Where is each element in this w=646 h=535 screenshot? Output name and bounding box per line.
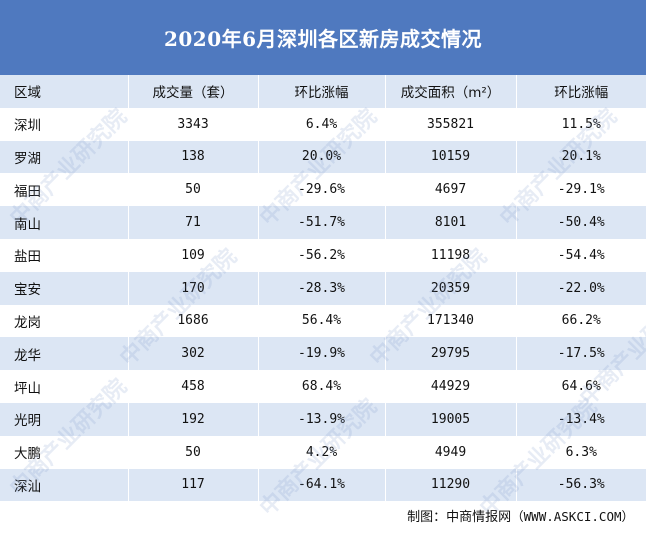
cell-area: 29795 (385, 337, 517, 371)
cell-volume: 109 (128, 238, 259, 272)
cell-area-change: -13.4% (516, 402, 646, 436)
cell-volume: 302 (128, 337, 259, 371)
cell-area-change: 11.5% (516, 107, 646, 141)
cell-volume: 50 (128, 173, 259, 207)
table-row: 大鹏 50 4.2% 4949 6.3% (0, 435, 646, 469)
cell-volume: 170 (128, 271, 259, 305)
cell-volume: 3343 (128, 107, 259, 141)
cell-region: 大鹏 (0, 435, 129, 469)
table-row: 光明 192 -13.9% 19005 -13.4% (0, 402, 646, 436)
source-credit: 制图：中商情报网（WWW.ASKCI.COM） (407, 506, 634, 525)
cell-volume-change: -56.2% (258, 238, 386, 272)
cell-volume-change: 20.0% (258, 140, 386, 174)
column-header-volume-change: 环比涨幅 (258, 75, 386, 108)
cell-area-change: -22.0% (516, 271, 646, 305)
cell-volume-change: -64.1% (258, 468, 386, 502)
header-row: 区域 成交量（套） 环比涨幅 成交面积（m²） 环比涨幅 (0, 75, 646, 108)
cell-area-change: -50.4% (516, 206, 646, 239)
cell-area-change: 20.1% (516, 140, 646, 174)
cell-volume-change: 6.4% (258, 107, 386, 141)
cell-area: 11198 (385, 238, 517, 272)
table-row: 盐田 109 -56.2% 11198 -54.4% (0, 238, 646, 272)
cell-region: 宝安 (0, 271, 129, 305)
data-table: 区域 成交量（套） 环比涨幅 成交面积（m²） 环比涨幅 深圳 3343 6.4% 3… (0, 75, 646, 502)
cell-region: 龙华 (0, 337, 129, 371)
cell-area-change: 6.3% (516, 435, 646, 469)
cell-region: 深圳 (0, 107, 129, 141)
cell-area: 44929 (385, 370, 517, 403)
table-row: 南山 71 -51.7% 8101 -50.4% (0, 206, 646, 239)
cell-region: 龙岗 (0, 304, 129, 338)
cell-region: 罗湖 (0, 140, 129, 174)
column-header-region: 区域 (0, 75, 129, 108)
cell-volume: 1686 (128, 304, 259, 338)
cell-volume: 192 (128, 402, 259, 436)
cell-area-change: 64.6% (516, 370, 646, 403)
cell-area-change: 66.2% (516, 304, 646, 338)
cell-volume: 117 (128, 468, 259, 502)
cell-volume-change: -29.6% (258, 173, 386, 207)
column-header-volume: 成交量（套） (128, 75, 259, 108)
cell-region: 南山 (0, 206, 129, 239)
cell-area: 19005 (385, 402, 517, 436)
cell-area: 11290 (385, 468, 517, 502)
cell-volume-change: -19.9% (258, 337, 386, 371)
table-row: 坪山 458 68.4% 44929 64.6% (0, 370, 646, 403)
cell-volume-change: 56.4% (258, 304, 386, 338)
table-row: 龙华 302 -19.9% 29795 -17.5% (0, 337, 646, 371)
cell-volume-change: 4.2% (258, 435, 386, 469)
cell-volume-change: -28.3% (258, 271, 386, 305)
cell-volume: 138 (128, 140, 259, 174)
source-url: （WWW.ASKCI.COM） (511, 509, 634, 524)
table-row: 深汕 117 -64.1% 11290 -56.3% (0, 468, 646, 502)
cell-area: 4697 (385, 173, 517, 207)
cell-region: 光明 (0, 402, 129, 436)
cell-area: 4949 (385, 435, 517, 469)
cell-volume-change: -13.9% (258, 402, 386, 436)
cell-region: 深汕 (0, 468, 129, 502)
table-row: 深圳 3343 6.4% 355821 11.5% (0, 107, 646, 141)
cell-volume: 458 (128, 370, 259, 403)
cell-area-change: -54.4% (516, 238, 646, 272)
table-row: 龙岗 1686 56.4% 171340 66.2% (0, 304, 646, 338)
cell-area: 10159 (385, 140, 517, 174)
cell-region: 坪山 (0, 370, 129, 403)
source-label: 制图：中商情报网 (407, 510, 512, 525)
cell-area-change: -17.5% (516, 337, 646, 371)
cell-area: 171340 (385, 304, 517, 338)
column-header-area-change: 环比涨幅 (516, 75, 646, 108)
cell-area-change: -29.1% (516, 173, 646, 207)
table-row: 罗湖 138 20.0% 10159 20.1% (0, 140, 646, 174)
cell-volume: 71 (128, 206, 259, 239)
cell-region: 福田 (0, 173, 129, 207)
cell-volume-change: 68.4% (258, 370, 386, 403)
table-title: 2020年6月深圳各区新房成交情况 (0, 0, 646, 75)
cell-volume: 50 (128, 435, 259, 469)
column-header-area: 成交面积（m²） (385, 75, 517, 108)
table-row: 宝安 170 -28.3% 20359 -22.0% (0, 271, 646, 305)
cell-region: 盐田 (0, 238, 129, 272)
cell-area-change: -56.3% (516, 468, 646, 502)
cell-area: 8101 (385, 206, 517, 239)
cell-area: 355821 (385, 107, 517, 141)
table-row: 福田 50 -29.6% 4697 -29.1% (0, 173, 646, 207)
cell-volume-change: -51.7% (258, 206, 386, 239)
cell-area: 20359 (385, 271, 517, 305)
